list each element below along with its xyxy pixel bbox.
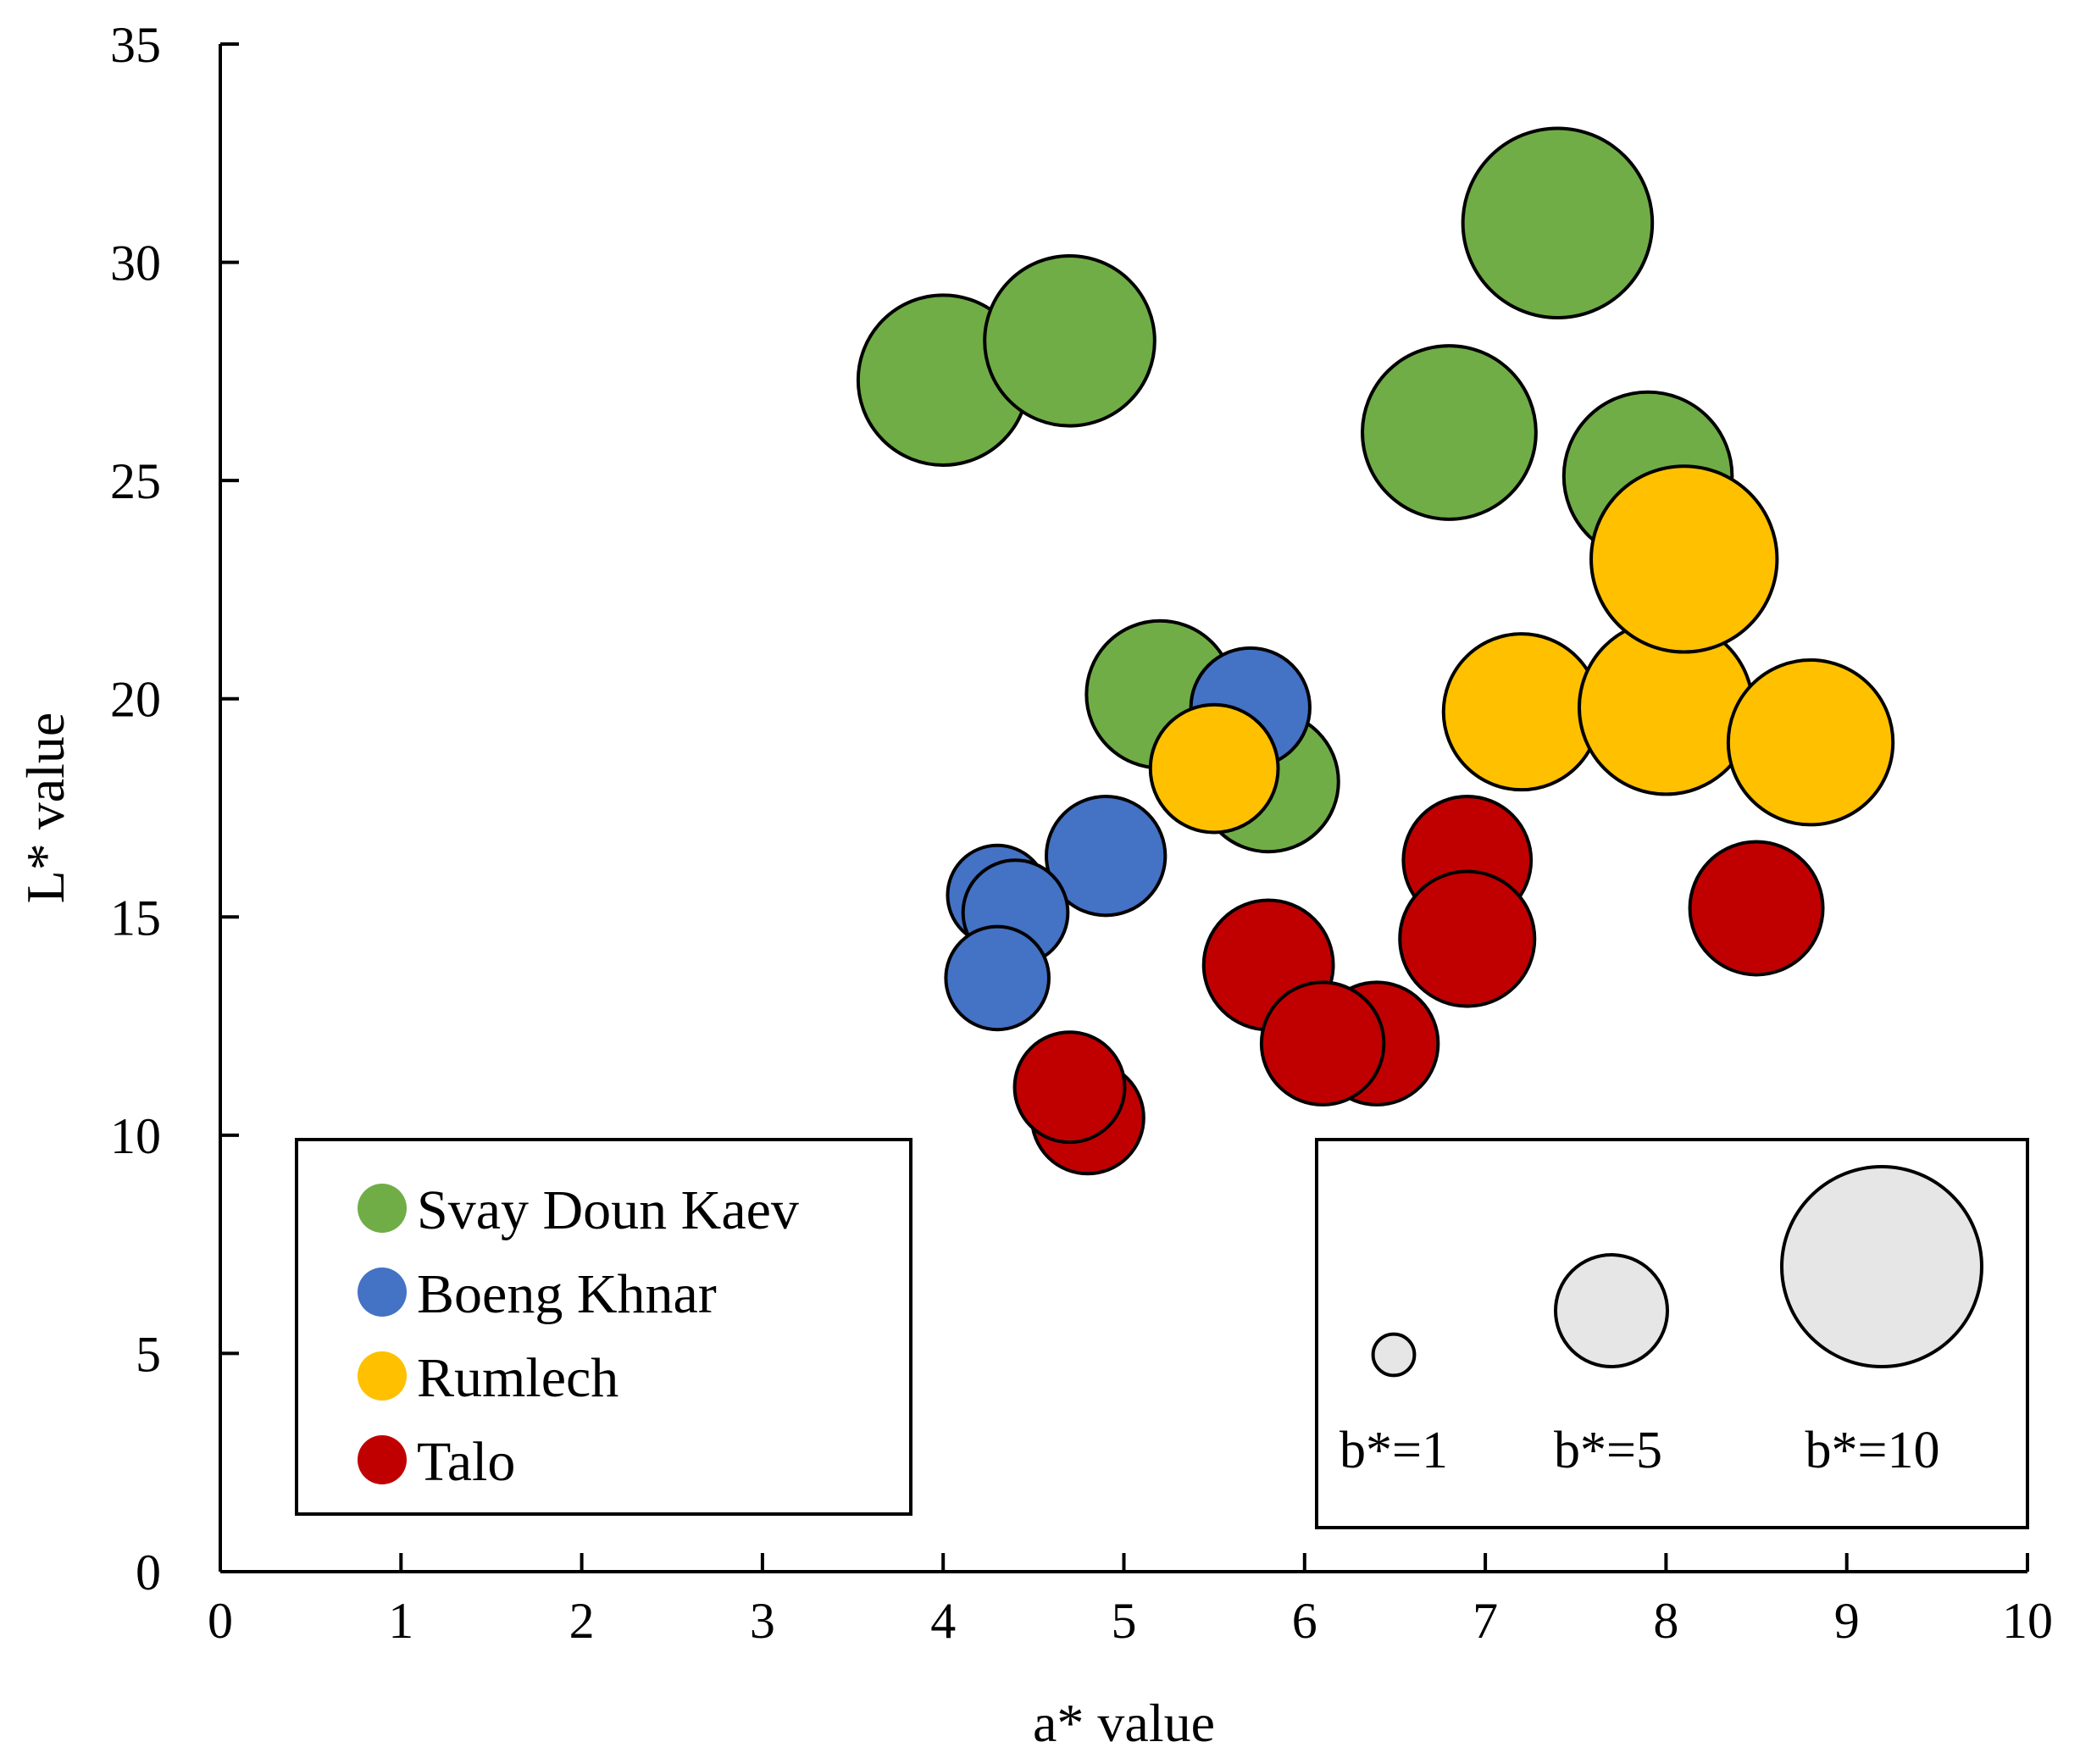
x-tick-label: 3 <box>750 1593 775 1649</box>
x-tick-label: 10 <box>2002 1593 2053 1649</box>
bubbles-layer <box>856 126 1895 1176</box>
size-legend-label: b*=5 <box>1554 1422 1662 1479</box>
x-tick-label: 7 <box>1473 1593 1498 1649</box>
size-legend: b*=1 b*=5 b*=10 <box>1315 1138 2029 1529</box>
bubble-point <box>1045 795 1168 918</box>
size-legend-label: b*=10 <box>1805 1422 1940 1479</box>
legend-marker <box>358 1351 407 1401</box>
y-tick-label: 5 <box>136 1326 161 1382</box>
legend-label: Talo <box>417 1431 515 1493</box>
legend-label: Boeng Khnar <box>417 1263 717 1325</box>
size-legend-bubble <box>1780 1165 1983 1368</box>
bubble-point <box>1012 1030 1127 1145</box>
legend-marker <box>358 1268 407 1317</box>
x-tick-label: 2 <box>569 1593 595 1649</box>
axes-layer: 0 1 2 3 4 5 6 7 8 9 10 0 5 10 15 20 25 30 35 a* value L* val… <box>15 17 2053 1753</box>
y-tick-label: 20 <box>110 672 161 728</box>
bubble-point <box>1398 869 1537 1008</box>
bubble-point <box>1259 980 1386 1107</box>
size-legend-bubble <box>1371 1332 1417 1378</box>
y-tick-label: 15 <box>110 890 161 946</box>
size-legend-bubble <box>1554 1253 1669 1368</box>
y-axis-title: L* value <box>15 713 75 904</box>
x-axis-title: a* value <box>1033 1693 1215 1753</box>
y-tick-label: 25 <box>110 453 161 509</box>
x-tick-label: 5 <box>1112 1593 1137 1649</box>
bubble-point <box>1148 702 1280 835</box>
size-legend-label: b*=1 <box>1340 1422 1448 1479</box>
legend-label: Rumlech <box>417 1347 618 1409</box>
y-tick-label: 30 <box>110 236 161 291</box>
x-tick-label: 6 <box>1292 1593 1317 1649</box>
series-legend: Svay Doun Kaev Boeng Khnar Rumlech Talo <box>295 1138 912 1516</box>
x-tick-label: 4 <box>930 1593 956 1649</box>
y-tick-label: 10 <box>110 1108 161 1164</box>
bubble-point <box>1441 632 1601 792</box>
bubble-point <box>1461 126 1655 319</box>
bubble-point <box>1688 840 1825 977</box>
y-tick-label: 0 <box>136 1545 161 1600</box>
legend-marker <box>358 1184 407 1233</box>
y-tick-label: 35 <box>110 17 161 73</box>
bubble-point <box>1589 464 1779 654</box>
x-tick-label: 1 <box>388 1593 413 1649</box>
bubble-point <box>1361 344 1538 521</box>
bubble-point <box>983 253 1156 428</box>
bubble-point <box>1726 658 1895 827</box>
bubble-point <box>944 924 1051 1032</box>
legend-label: Svay Doun Kaev <box>417 1179 799 1241</box>
legend-marker <box>358 1435 407 1484</box>
x-tick-label: 8 <box>1653 1593 1678 1649</box>
x-tick-label: 0 <box>208 1593 233 1649</box>
x-tick-label: 9 <box>1834 1593 1860 1649</box>
